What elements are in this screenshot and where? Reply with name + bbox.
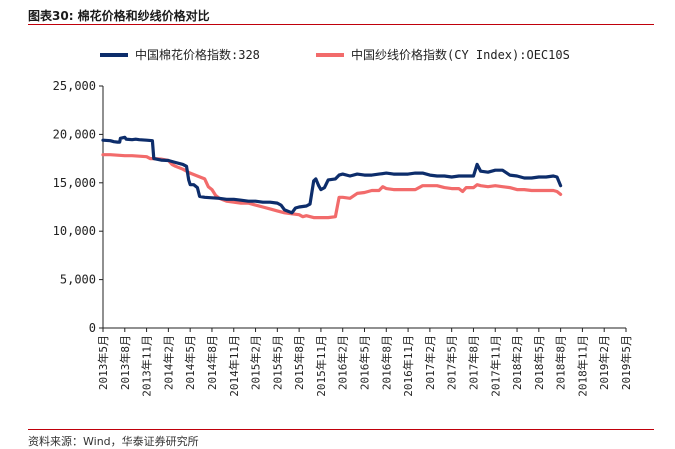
footer-rule xyxy=(28,429,654,430)
header-rule xyxy=(28,24,654,25)
x-tick-label: 2015年8月 xyxy=(292,335,306,390)
x-tick-label: 2014年5月 xyxy=(183,335,197,390)
y-tick-label: 25,000 xyxy=(53,79,96,93)
legend-label-cotton: 中国棉花价格指数:328 xyxy=(135,47,260,62)
x-tick-label: 2016年5月 xyxy=(358,335,372,390)
y-tick-label: 0 xyxy=(89,321,96,335)
x-tick-label: 2016年11月 xyxy=(401,335,415,397)
y-tick-label: 5,000 xyxy=(60,273,96,287)
x-tick-label: 2018年11月 xyxy=(575,335,589,397)
figure-title: 图表30: 棉花价格和纱线价格对比 xyxy=(28,9,210,23)
x-tick-label: 2013年8月 xyxy=(118,335,132,390)
x-tick-label: 2013年11月 xyxy=(140,335,154,397)
y-tick-label: 15,000 xyxy=(53,176,96,190)
x-tick-label: 2015年5月 xyxy=(270,335,284,390)
x-tick-label: 2014年11月 xyxy=(227,335,241,397)
chart-legend: 中国棉花价格指数:328 中国纱线价格指数(CY Index):OEC10S xyxy=(100,47,570,62)
x-tick-label: 2017年2月 xyxy=(423,335,437,390)
x-tick-label: 2017年8月 xyxy=(466,335,480,390)
x-tick-label: 2018年8月 xyxy=(554,335,568,390)
x-axis-ticks: 2013年5月 2013年8月 2013年11月 2014年2月 2014年5月 2014… xyxy=(96,328,633,397)
x-tick-label: 2019年2月 xyxy=(597,335,611,390)
x-tick-label: 2014年2月 xyxy=(161,335,175,390)
x-tick-label: 2016年2月 xyxy=(336,335,350,390)
y-tick-label: 20,000 xyxy=(53,127,96,141)
x-tick-label: 2017年11月 xyxy=(488,335,502,397)
plot-area xyxy=(101,135,563,220)
x-tick-label: 2015年2月 xyxy=(249,335,263,390)
x-tick-label: 2015年11月 xyxy=(314,335,328,397)
x-tick-label: 2019年5月 xyxy=(619,335,633,390)
series-line-yarn xyxy=(101,153,563,220)
x-tick-label: 2014年8月 xyxy=(205,335,219,390)
chart-axes xyxy=(102,86,626,329)
legend-label-yarn: 中国纱线价格指数(CY Index):OEC10S xyxy=(351,47,570,62)
y-axis-ticks: 0 5,000 10,000 15,000 20,000 25,000 xyxy=(53,79,103,335)
x-tick-label: 2018年5月 xyxy=(532,335,546,390)
figure-header: 图表30: 棉花价格和纱线价格对比 xyxy=(0,0,675,28)
x-tick-label: 2013年5月 xyxy=(96,335,110,390)
y-tick-label: 10,000 xyxy=(53,224,96,238)
x-tick-label: 2017年5月 xyxy=(445,335,459,390)
series-line-cotton xyxy=(101,135,563,215)
source-note: 资料来源：Wind，华泰证券研究所 xyxy=(28,435,199,448)
x-tick-label: 2018年2月 xyxy=(510,335,524,390)
x-tick-label: 2016年8月 xyxy=(379,335,393,390)
